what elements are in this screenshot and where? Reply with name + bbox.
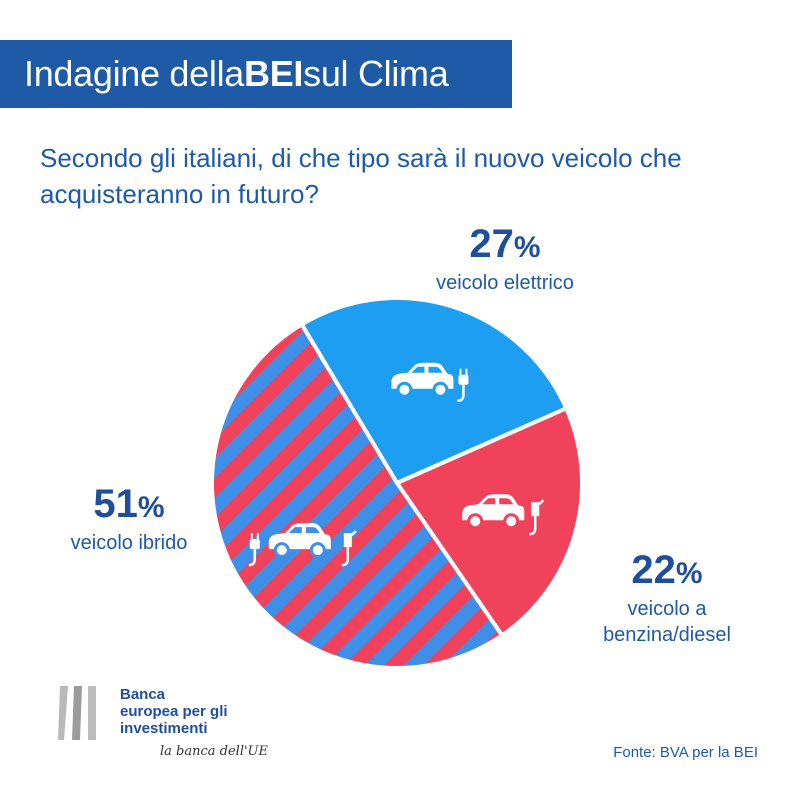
source-note: Fonte: BVA per la BEI (613, 744, 758, 761)
hybrid-percent-value: 51 (93, 482, 138, 526)
bank-tagline: la banca dell'UE (160, 744, 268, 759)
hybrid-percent-sign: % (137, 491, 165, 524)
label-electric: 27% veicolo elettrico (410, 222, 600, 296)
bank-name-line1: Banca (120, 686, 166, 703)
title-bold: BEI (244, 53, 304, 94)
electric-category-label: veicolo elettrico (436, 272, 574, 294)
pie-slice-hybrid (209, 321, 505, 671)
bank-name-line3: investimenti (120, 720, 208, 737)
petrol-percent-value: 22 (631, 548, 676, 592)
label-hybrid: 51% veicolo ibrido (44, 482, 214, 556)
survey-question: Secondo gli italiani, di che tipo sarà i… (40, 143, 682, 209)
pie-slice-petrol (393, 405, 584, 639)
label-petrol: 22% veicolo a benzina/diesel (582, 548, 752, 648)
petrol-percent-sign: % (675, 557, 703, 590)
title-suffix: sul Clima (303, 53, 449, 94)
hybrid-category-label: veicolo ibrido (70, 532, 188, 554)
title-prefix: Indagine della (24, 53, 244, 94)
survey-title-banner: Indagine della BEI sul Clima (0, 40, 512, 108)
petrol-category-label-line2: benzina/diesel (603, 624, 731, 646)
bank-name: Banca europea per gli investimenti (120, 686, 320, 737)
electric-percent-value: 27 (469, 222, 514, 266)
eib-logo-icon (58, 686, 96, 740)
bank-name-line2: europea per gli (120, 703, 228, 720)
petrol-category-label-line1: veicolo a (627, 598, 707, 620)
electric-percent-sign: % (513, 231, 541, 264)
